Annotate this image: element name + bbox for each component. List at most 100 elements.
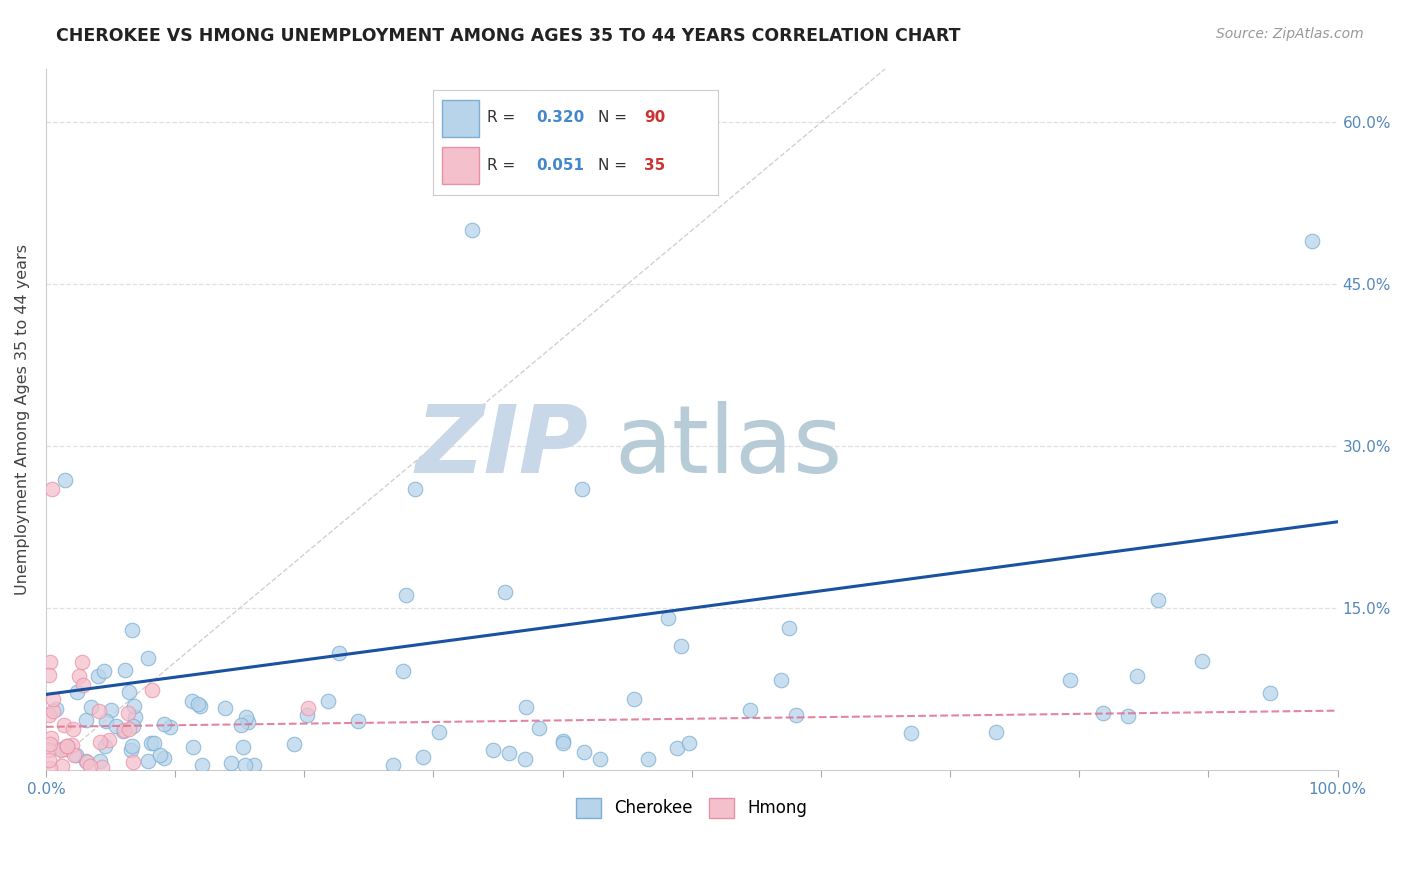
Point xyxy=(297,707,319,722)
Point xyxy=(65,747,87,762)
Point xyxy=(52,717,75,731)
Point xyxy=(66,685,89,699)
Point xyxy=(637,752,659,766)
Point xyxy=(96,714,118,729)
Point xyxy=(122,719,145,733)
Point xyxy=(778,621,800,635)
Point xyxy=(53,473,76,487)
Point xyxy=(39,655,62,669)
Point xyxy=(238,715,260,730)
Point xyxy=(76,755,98,769)
Point xyxy=(740,703,762,717)
Point xyxy=(513,752,536,766)
Point xyxy=(900,725,922,739)
Point xyxy=(72,678,94,692)
Y-axis label: Unemployment Among Ages 35 to 44 years: Unemployment Among Ages 35 to 44 years xyxy=(15,244,30,595)
Point xyxy=(141,736,163,750)
Point xyxy=(214,701,236,715)
Point xyxy=(141,683,163,698)
Point xyxy=(39,737,62,751)
Point xyxy=(124,710,146,724)
Point xyxy=(515,700,537,714)
Point xyxy=(98,733,121,747)
Point xyxy=(55,739,77,754)
Point xyxy=(120,743,142,757)
Point xyxy=(79,699,101,714)
Point xyxy=(657,611,679,625)
Point xyxy=(122,699,145,714)
Point xyxy=(669,639,692,653)
Point xyxy=(67,669,90,683)
Point xyxy=(44,702,66,716)
Point xyxy=(242,757,264,772)
Point xyxy=(42,704,65,718)
Point xyxy=(1146,593,1168,607)
Point xyxy=(427,725,450,739)
Point xyxy=(75,754,97,768)
Point xyxy=(93,664,115,678)
Point xyxy=(63,748,86,763)
Point xyxy=(1059,673,1081,687)
Point xyxy=(148,748,170,763)
Point xyxy=(571,483,593,497)
Point xyxy=(118,722,141,736)
Point xyxy=(1301,234,1323,248)
Point xyxy=(1091,706,1114,721)
Point xyxy=(89,754,111,768)
Point xyxy=(38,753,60,767)
Text: Source: ZipAtlas.com: Source: ZipAtlas.com xyxy=(1216,27,1364,41)
Point xyxy=(392,664,415,678)
Point xyxy=(39,761,62,775)
Point xyxy=(143,736,166,750)
Point xyxy=(769,673,792,687)
Point xyxy=(42,692,65,706)
Point xyxy=(121,623,143,637)
Point xyxy=(283,737,305,751)
Point xyxy=(121,739,143,753)
Point xyxy=(986,725,1008,739)
Point xyxy=(87,668,110,682)
Point xyxy=(55,742,77,756)
Point xyxy=(56,739,79,753)
Point xyxy=(89,735,111,749)
Point xyxy=(75,713,97,727)
Point xyxy=(347,714,370,729)
Point xyxy=(1116,709,1139,723)
Point xyxy=(136,650,159,665)
Point xyxy=(152,751,174,765)
Point xyxy=(38,743,60,757)
Point xyxy=(90,760,112,774)
Text: ZIP: ZIP xyxy=(416,401,589,493)
Point xyxy=(1191,654,1213,668)
Point xyxy=(316,693,339,707)
Point xyxy=(482,743,505,757)
Point xyxy=(395,588,418,602)
Point xyxy=(51,759,73,773)
Point xyxy=(41,483,63,497)
Point xyxy=(112,723,135,737)
Point xyxy=(104,719,127,733)
Point xyxy=(136,754,159,768)
Point xyxy=(181,693,204,707)
Point xyxy=(114,663,136,677)
Point xyxy=(51,742,73,756)
Point xyxy=(404,483,426,497)
Point xyxy=(229,717,252,731)
Point xyxy=(381,757,404,772)
Point xyxy=(235,710,257,724)
Point xyxy=(678,736,700,750)
Point xyxy=(572,746,595,760)
Point xyxy=(38,668,60,682)
Point xyxy=(527,721,550,735)
Point xyxy=(49,742,72,756)
Point xyxy=(623,692,645,706)
Point xyxy=(94,739,117,754)
Point xyxy=(70,655,93,669)
Legend: Cherokee, Hmong: Cherokee, Hmong xyxy=(569,791,814,825)
Point xyxy=(100,703,122,717)
Point xyxy=(190,698,212,713)
Point xyxy=(498,746,520,760)
Point xyxy=(159,721,181,735)
Point xyxy=(121,756,143,770)
Point xyxy=(112,724,135,739)
